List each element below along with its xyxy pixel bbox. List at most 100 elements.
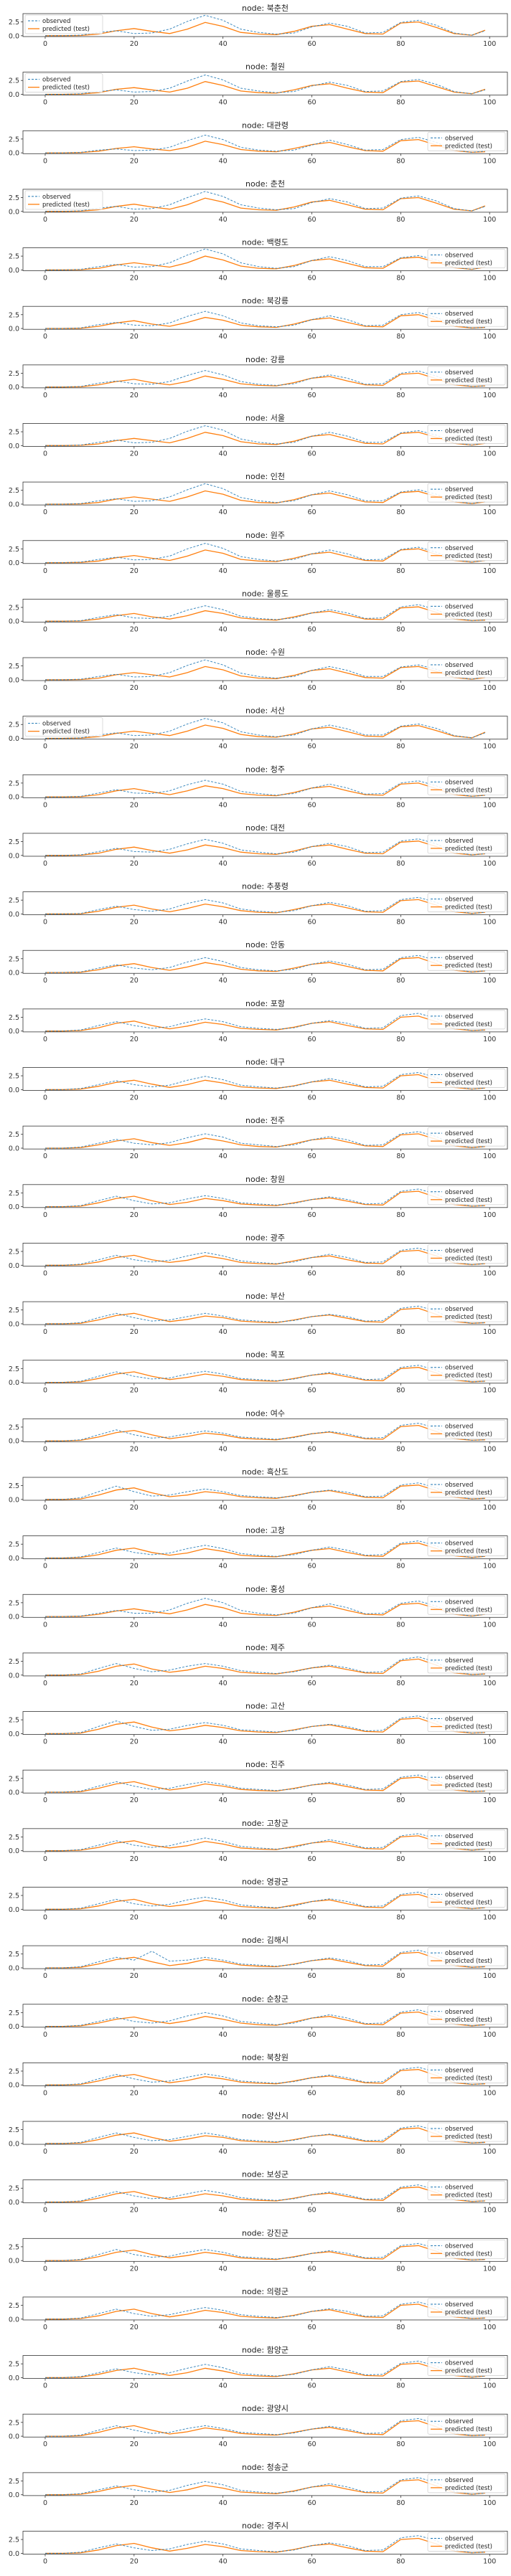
x-tick-label: 80 [396, 2148, 405, 2156]
y-tick-label: 0.0 [9, 618, 19, 626]
predicted-series-line [45, 2362, 486, 2379]
subplot-title: node: 안동 [245, 940, 285, 950]
x-tick-label: 100 [483, 801, 496, 809]
x-tick-label: 80 [396, 2207, 405, 2215]
subplot: node: 홍성 0.0 2.5 0 20 40 60 80 100 observedpredic… [9, 1583, 508, 1629]
y-tick-label: 0.0 [9, 326, 19, 333]
predicted-series-line [45, 80, 486, 95]
x-tick-label: 60 [307, 2324, 316, 2331]
predicted-series-line [45, 1893, 486, 1910]
legend-box [427, 131, 506, 151]
subplot: node: 철원 0.0 2.5 0 20 40 60 80 100 observedpredic… [9, 62, 508, 107]
x-tick-label: 100 [483, 2558, 496, 2566]
legend-observed-label: observed [445, 2360, 473, 2367]
x-tick-label: 100 [483, 2207, 496, 2215]
x-tick-label: 40 [219, 1680, 228, 1687]
y-tick-label: 2.5 [9, 780, 19, 787]
observed-series-line [45, 604, 486, 622]
x-tick-label: 0 [43, 1796, 47, 1804]
legend-predicted-label: predicted (test) [445, 1606, 492, 1614]
x-tick-label: 40 [219, 508, 228, 516]
plot-frame [22, 599, 508, 622]
x-tick-label: 60 [307, 1269, 316, 1277]
predicted-series-line [45, 1602, 486, 1617]
predicted-series-line [45, 666, 486, 681]
legend-observed-label: observed [42, 194, 70, 201]
x-tick-label: 100 [483, 40, 496, 48]
x-tick-label: 0 [43, 1563, 47, 1571]
plot-frame [22, 1125, 508, 1150]
x-tick-label: 40 [219, 977, 228, 985]
subplot-title: node: 영광군 [242, 1877, 289, 1886]
legend-box [427, 1829, 506, 1850]
x-tick-label: 60 [307, 450, 316, 458]
x-tick-label: 40 [219, 1152, 228, 1160]
legend-box [427, 1010, 506, 1030]
y-tick-label: 2.5 [9, 604, 19, 612]
legend-box [427, 951, 506, 971]
x-tick-label: 80 [396, 1563, 405, 1571]
x-tick-label: 80 [396, 157, 405, 165]
legend-observed-label: observed [445, 1950, 473, 1957]
x-tick-label: 40 [219, 1796, 228, 1804]
y-tick-label: 2.5 [9, 2126, 19, 2134]
observed-series-line [45, 543, 486, 564]
subplot-title: node: 포항 [245, 999, 285, 1008]
subplot-title: node: 수원 [245, 648, 285, 657]
x-tick-label: 0 [43, 216, 47, 224]
legend-box [427, 834, 506, 854]
x-tick-label: 0 [43, 977, 47, 985]
x-tick-label: 0 [43, 1972, 47, 1980]
legend-predicted-label: predicted (test) [445, 435, 492, 442]
plot-frame [22, 423, 508, 447]
y-tick-label: 2.5 [9, 2243, 19, 2251]
x-tick-label: 100 [483, 919, 496, 927]
x-tick-label: 0 [43, 2031, 47, 2039]
observed-series-line [45, 659, 486, 681]
subplot: node: 대구 0.0 2.5 0 20 40 60 80 100 observedpredic… [9, 1058, 508, 1102]
legend-predicted-label: predicted (test) [445, 1548, 492, 1555]
x-tick-label: 40 [219, 1328, 228, 1336]
x-tick-label: 60 [307, 1036, 316, 1043]
predicted-series-line [45, 724, 486, 739]
observed-series-line [45, 1598, 486, 1617]
x-tick-label: 80 [396, 1387, 405, 1395]
observed-series-line [45, 955, 486, 973]
x-tick-label: 80 [396, 2089, 405, 2097]
subplot: node: 광주 0.0 2.5 0 20 40 60 80 100 observedpredic… [9, 1233, 508, 1277]
y-tick-label: 2.5 [9, 2068, 19, 2075]
x-tick-label: 100 [483, 392, 496, 399]
x-tick-label: 40 [219, 392, 228, 399]
x-tick-label: 20 [130, 1211, 139, 1219]
subplot: node: 원주 0.0 2.5 0 20 40 60 80 100 observedpredic… [9, 531, 508, 575]
observed-series-line [45, 2067, 486, 2085]
legend-observed-label: observed [445, 1247, 473, 1254]
observed-series-line [45, 1188, 486, 1208]
x-tick-label: 40 [219, 2265, 228, 2273]
x-tick-label: 0 [43, 392, 47, 399]
legend-predicted-label: predicted (test) [445, 846, 492, 853]
predicted-series-line [45, 314, 486, 329]
x-tick-label: 80 [396, 508, 405, 516]
x-tick-label: 60 [307, 2265, 316, 2273]
x-tick-label: 40 [219, 2207, 228, 2215]
observed-series-line [45, 1656, 486, 1676]
x-tick-label: 100 [483, 860, 496, 868]
subplot-title: node: 제주 [245, 1643, 285, 1652]
subplot-title: node: 여수 [245, 1408, 285, 1418]
x-tick-label: 20 [130, 1796, 139, 1804]
x-tick-label: 20 [130, 2558, 139, 2566]
predicted-series-line [45, 782, 486, 797]
subplot-title: node: 인천 [245, 471, 285, 481]
observed-series-line [45, 1715, 486, 1734]
x-tick-label: 20 [130, 333, 139, 341]
x-tick-label: 40 [219, 801, 228, 809]
legend-predicted-label: predicted (test) [445, 1021, 492, 1028]
x-tick-label: 100 [483, 2499, 496, 2507]
x-tick-label: 0 [43, 275, 47, 283]
